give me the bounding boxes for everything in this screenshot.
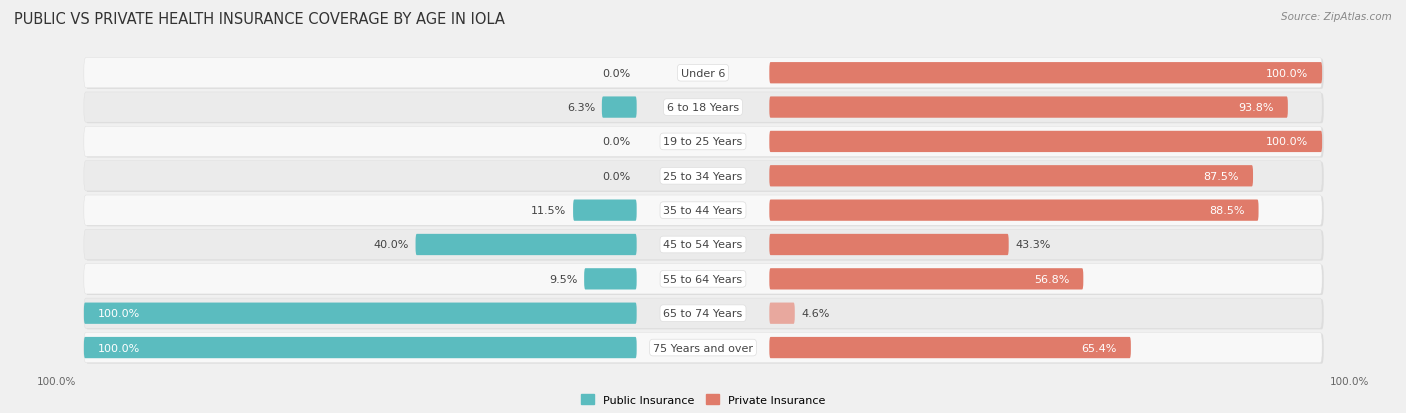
Text: 65.4%: 65.4% — [1081, 343, 1116, 353]
Text: Source: ZipAtlas.com: Source: ZipAtlas.com — [1281, 12, 1392, 22]
Text: 100.0%: 100.0% — [1265, 137, 1309, 147]
Text: 45 to 54 Years: 45 to 54 Years — [664, 240, 742, 250]
FancyBboxPatch shape — [769, 200, 1258, 221]
FancyBboxPatch shape — [416, 234, 637, 256]
FancyBboxPatch shape — [769, 268, 1083, 290]
Text: 11.5%: 11.5% — [531, 206, 567, 216]
FancyBboxPatch shape — [574, 200, 637, 221]
Text: 6 to 18 Years: 6 to 18 Years — [666, 103, 740, 113]
FancyBboxPatch shape — [86, 94, 1324, 124]
FancyBboxPatch shape — [769, 166, 1253, 187]
Text: 93.8%: 93.8% — [1239, 103, 1274, 113]
FancyBboxPatch shape — [86, 162, 1324, 192]
Text: 56.8%: 56.8% — [1035, 274, 1070, 284]
FancyBboxPatch shape — [583, 268, 637, 290]
Text: 25 to 34 Years: 25 to 34 Years — [664, 171, 742, 181]
FancyBboxPatch shape — [86, 299, 1324, 330]
Text: Under 6: Under 6 — [681, 69, 725, 78]
FancyBboxPatch shape — [84, 59, 1322, 89]
FancyBboxPatch shape — [84, 127, 1322, 157]
FancyBboxPatch shape — [86, 265, 1324, 295]
FancyBboxPatch shape — [84, 303, 637, 324]
FancyBboxPatch shape — [84, 93, 1322, 123]
FancyBboxPatch shape — [84, 298, 1322, 328]
Text: 9.5%: 9.5% — [550, 274, 578, 284]
Text: 100.0%: 100.0% — [1265, 69, 1309, 78]
Text: 88.5%: 88.5% — [1209, 206, 1244, 216]
Text: 100.0%: 100.0% — [97, 343, 141, 353]
FancyBboxPatch shape — [86, 334, 1324, 364]
Text: 0.0%: 0.0% — [602, 171, 630, 181]
Text: 100.0%: 100.0% — [97, 309, 141, 318]
Text: 0.0%: 0.0% — [602, 69, 630, 78]
FancyBboxPatch shape — [84, 264, 1322, 294]
Text: 4.6%: 4.6% — [801, 309, 830, 318]
FancyBboxPatch shape — [86, 197, 1324, 227]
FancyBboxPatch shape — [769, 234, 1008, 256]
FancyBboxPatch shape — [86, 128, 1324, 158]
Legend: Public Insurance, Private Insurance: Public Insurance, Private Insurance — [581, 394, 825, 405]
FancyBboxPatch shape — [769, 337, 1130, 358]
Text: 65 to 74 Years: 65 to 74 Years — [664, 309, 742, 318]
Text: 55 to 64 Years: 55 to 64 Years — [664, 274, 742, 284]
FancyBboxPatch shape — [769, 63, 1322, 84]
Text: 0.0%: 0.0% — [602, 137, 630, 147]
FancyBboxPatch shape — [84, 337, 637, 358]
FancyBboxPatch shape — [86, 231, 1324, 261]
Text: 87.5%: 87.5% — [1204, 171, 1239, 181]
Text: 19 to 25 Years: 19 to 25 Years — [664, 137, 742, 147]
Text: PUBLIC VS PRIVATE HEALTH INSURANCE COVERAGE BY AGE IN IOLA: PUBLIC VS PRIVATE HEALTH INSURANCE COVER… — [14, 12, 505, 27]
FancyBboxPatch shape — [769, 97, 1288, 119]
FancyBboxPatch shape — [769, 303, 794, 324]
Text: 40.0%: 40.0% — [374, 240, 409, 250]
Text: 35 to 44 Years: 35 to 44 Years — [664, 206, 742, 216]
FancyBboxPatch shape — [84, 332, 1322, 363]
FancyBboxPatch shape — [84, 195, 1322, 226]
FancyBboxPatch shape — [602, 97, 637, 119]
FancyBboxPatch shape — [84, 161, 1322, 192]
Text: 75 Years and over: 75 Years and over — [652, 343, 754, 353]
Text: 6.3%: 6.3% — [567, 103, 595, 113]
FancyBboxPatch shape — [769, 131, 1322, 153]
FancyBboxPatch shape — [86, 59, 1324, 90]
Text: 43.3%: 43.3% — [1015, 240, 1050, 250]
FancyBboxPatch shape — [84, 230, 1322, 260]
